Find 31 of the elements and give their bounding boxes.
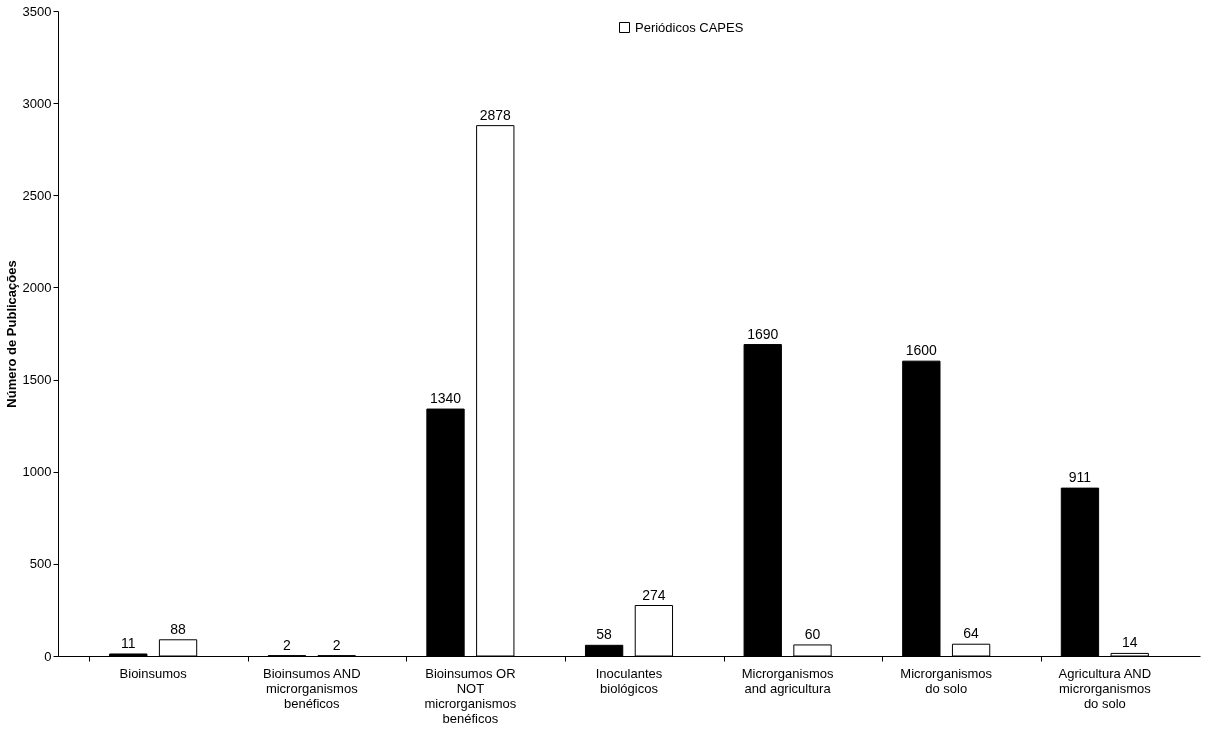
legend-label: Periódicos CAPES bbox=[635, 19, 744, 35]
data-label: 64 bbox=[963, 625, 980, 642]
y-tick-label: 2000 bbox=[22, 279, 52, 295]
x-tick-label: Agricultura AND microrganismos do solo bbox=[1058, 665, 1152, 711]
x-tick-label: Inoculantes biológicos bbox=[595, 665, 663, 696]
data-label: 11 bbox=[121, 634, 136, 651]
data-label: 88 bbox=[170, 620, 187, 637]
x-tick-label: Microrganismos and agricultura bbox=[741, 665, 834, 696]
data-label: 274 bbox=[642, 586, 666, 603]
data-label: 14 bbox=[1121, 634, 1138, 651]
x-tick-label: Bioinsumos bbox=[119, 665, 188, 681]
data-label: 2 bbox=[332, 636, 341, 653]
data-label: 1600 bbox=[905, 342, 938, 359]
x-tick-label: Microrganismos do solo bbox=[900, 665, 993, 696]
y-tick-label: 3500 bbox=[22, 3, 52, 19]
y-tick-label: 1500 bbox=[22, 372, 52, 388]
data-label: 2 bbox=[283, 636, 291, 653]
data-label: 1690 bbox=[747, 325, 779, 342]
y-tick-label: 1000 bbox=[22, 464, 52, 480]
data-label: 58 bbox=[596, 626, 613, 643]
y-tick-label: 2500 bbox=[22, 187, 52, 203]
y-tick-label: 500 bbox=[29, 556, 52, 572]
x-tick-label: Bioinsumos AND microrganismos benéficos bbox=[263, 665, 361, 711]
data-label: 60 bbox=[804, 625, 821, 642]
x-tick-label: Bioinsumos OR NOT microrganismos benéficos bbox=[424, 665, 517, 726]
y-axis-title: Número de Publicações bbox=[3, 260, 19, 408]
y-tick-label: 3000 bbox=[22, 95, 52, 111]
data-label: 1340 bbox=[429, 390, 462, 407]
data-label: 911 bbox=[1068, 469, 1092, 486]
data-label: 2878 bbox=[479, 106, 512, 123]
y-tick-label: 0 bbox=[44, 648, 52, 664]
